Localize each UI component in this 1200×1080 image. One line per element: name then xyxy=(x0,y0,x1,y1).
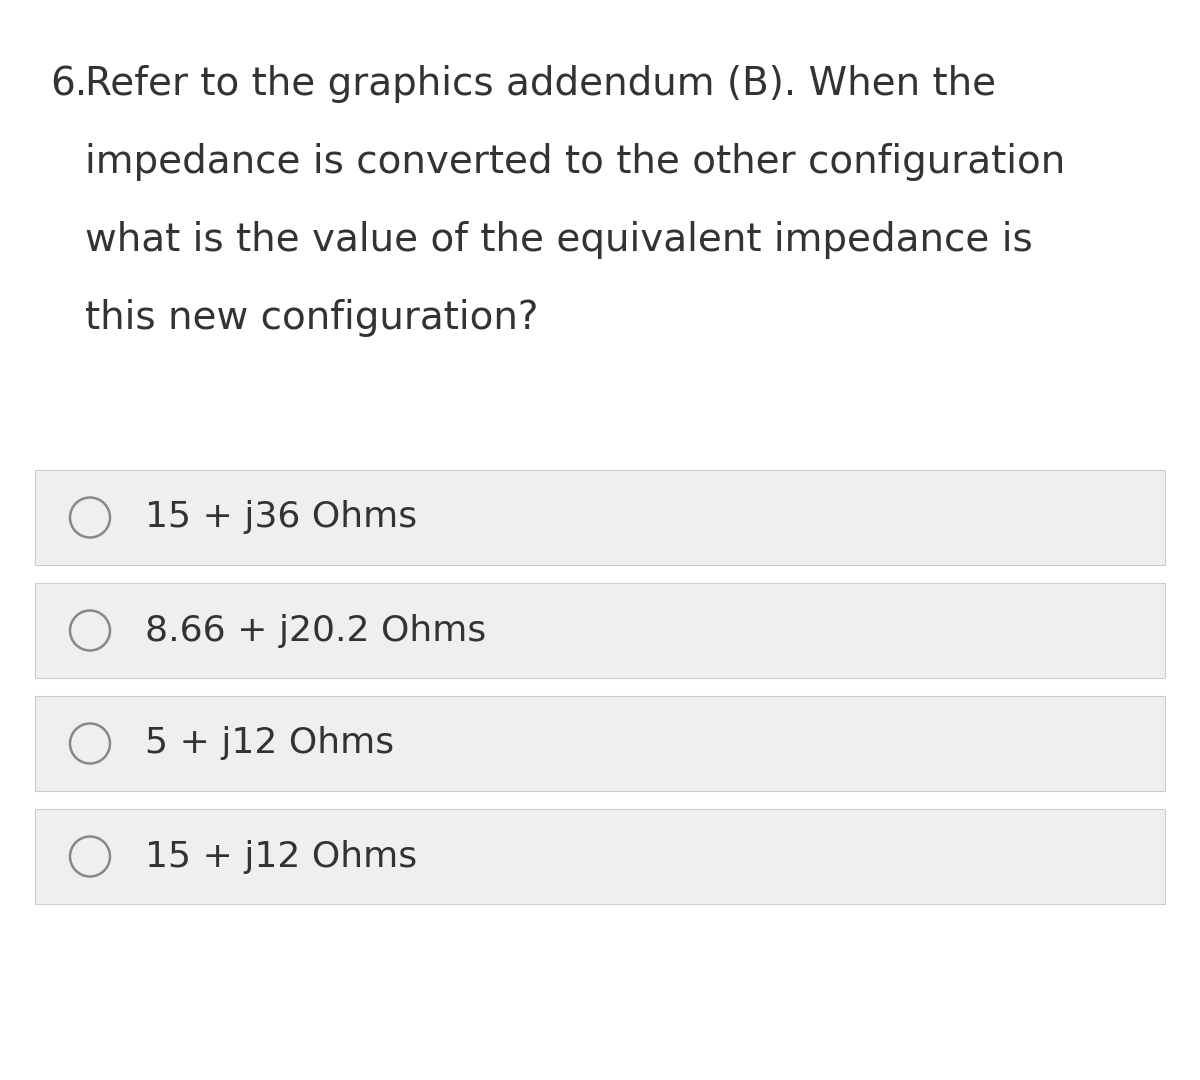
FancyBboxPatch shape xyxy=(35,696,1165,791)
Text: 8.66 + j20.2 Ohms: 8.66 + j20.2 Ohms xyxy=(145,613,486,648)
Text: 15 + j36 Ohms: 15 + j36 Ohms xyxy=(145,500,418,535)
FancyBboxPatch shape xyxy=(35,470,1165,565)
Text: this new configuration?: this new configuration? xyxy=(85,299,539,337)
Text: 6.: 6. xyxy=(50,65,88,103)
Text: impedance is converted to the other configuration: impedance is converted to the other conf… xyxy=(85,143,1066,181)
Text: 5 + j12 Ohms: 5 + j12 Ohms xyxy=(145,727,394,760)
Text: Refer to the graphics addendum (B). When the: Refer to the graphics addendum (B). When… xyxy=(85,65,996,103)
Text: 15 + j12 Ohms: 15 + j12 Ohms xyxy=(145,839,418,874)
FancyBboxPatch shape xyxy=(35,809,1165,904)
Text: what is the value of the equivalent impedance is: what is the value of the equivalent impe… xyxy=(85,221,1033,259)
FancyBboxPatch shape xyxy=(35,583,1165,678)
